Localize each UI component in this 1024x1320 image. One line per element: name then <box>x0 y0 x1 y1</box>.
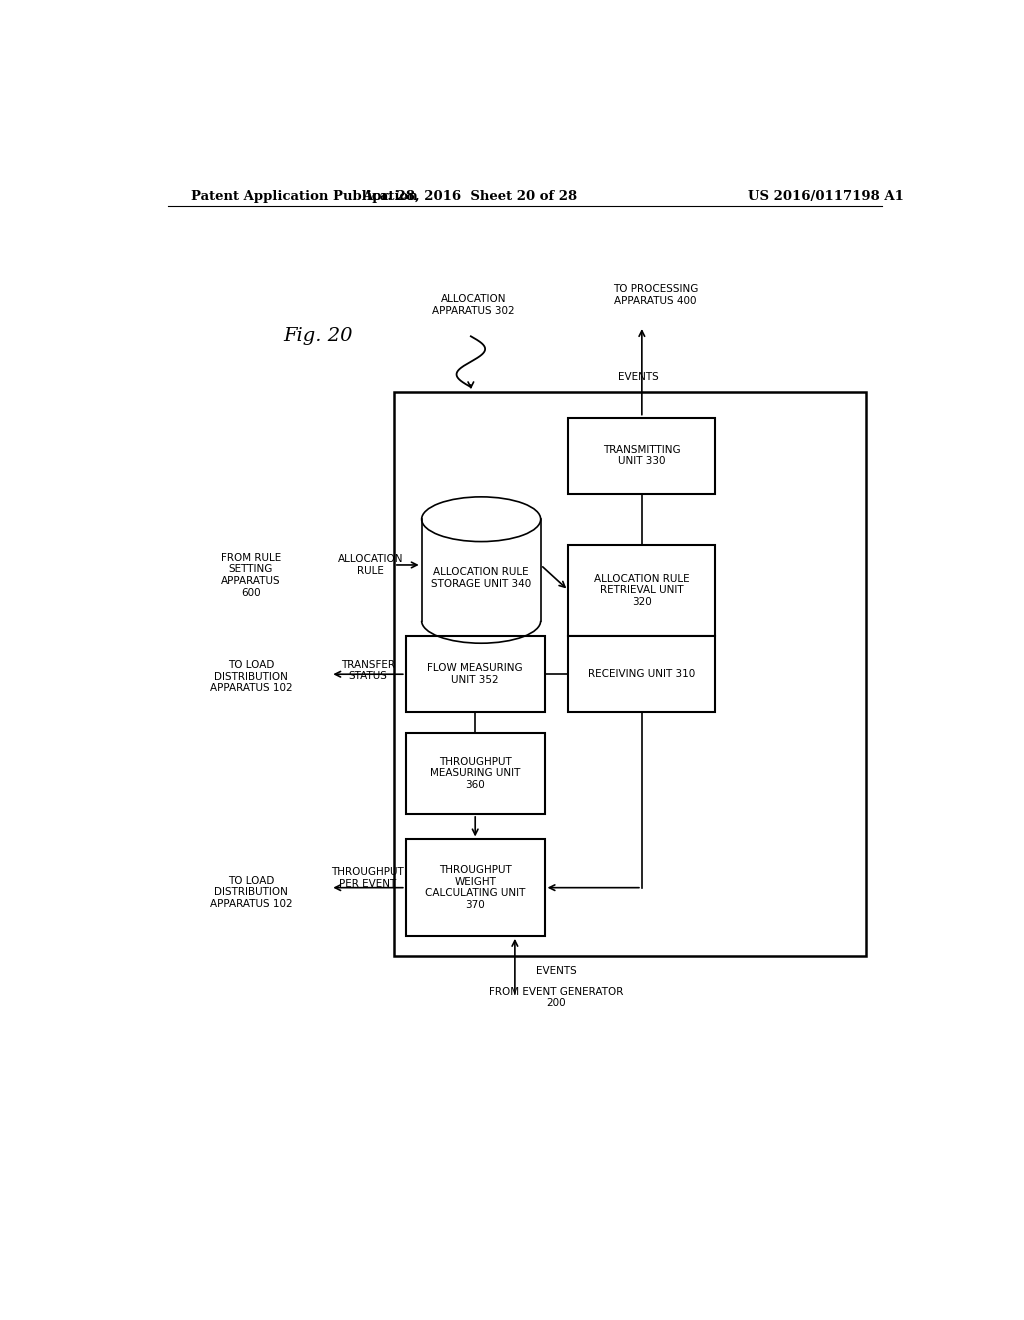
Text: FROM EVENT GENERATOR
200: FROM EVENT GENERATOR 200 <box>489 987 624 1008</box>
Bar <box>406 840 545 936</box>
Text: FLOW MEASURING
UNIT 352: FLOW MEASURING UNIT 352 <box>427 664 523 685</box>
Text: TO LOAD
DISTRIBUTION
APPARATUS 102: TO LOAD DISTRIBUTION APPARATUS 102 <box>210 660 292 693</box>
Bar <box>568 417 715 494</box>
Text: Fig. 20: Fig. 20 <box>284 327 353 346</box>
Bar <box>406 733 545 814</box>
Text: Apr. 28, 2016  Sheet 20 of 28: Apr. 28, 2016 Sheet 20 of 28 <box>361 190 577 202</box>
Text: TRANSFER
STATUS: TRANSFER STATUS <box>341 660 394 681</box>
Bar <box>568 545 715 636</box>
Text: EVENTS: EVENTS <box>617 372 658 381</box>
Text: RECEIVING UNIT 310: RECEIVING UNIT 310 <box>588 669 695 680</box>
Text: ALLOCATION RULE
STORAGE UNIT 340: ALLOCATION RULE STORAGE UNIT 340 <box>431 568 531 589</box>
Bar <box>406 636 545 713</box>
Text: US 2016/0117198 A1: US 2016/0117198 A1 <box>749 190 904 202</box>
Text: ALLOCATION RULE
RETRIEVAL UNIT
320: ALLOCATION RULE RETRIEVAL UNIT 320 <box>594 574 690 607</box>
Bar <box>394 392 866 956</box>
Text: EVENTS: EVENTS <box>537 966 577 977</box>
Text: ALLOCATION
RULE: ALLOCATION RULE <box>338 554 403 576</box>
Text: Patent Application Publication: Patent Application Publication <box>191 190 418 202</box>
Ellipse shape <box>422 496 541 541</box>
Text: TRANSMITTING
UNIT 330: TRANSMITTING UNIT 330 <box>603 445 681 466</box>
Text: ALLOCATION
APPARATUS 302: ALLOCATION APPARATUS 302 <box>432 294 514 315</box>
Text: THROUGHPUT
WEIGHT
CALCULATING UNIT
370: THROUGHPUT WEIGHT CALCULATING UNIT 370 <box>425 866 525 909</box>
Text: THROUGHPUT
PER EVENT: THROUGHPUT PER EVENT <box>332 867 404 888</box>
Text: TO PROCESSING
APPARATUS 400: TO PROCESSING APPARATUS 400 <box>613 284 698 306</box>
Bar <box>568 636 715 713</box>
Text: TO LOAD
DISTRIBUTION
APPARATUS 102: TO LOAD DISTRIBUTION APPARATUS 102 <box>210 875 292 909</box>
Text: THROUGHPUT
MEASURING UNIT
360: THROUGHPUT MEASURING UNIT 360 <box>430 756 520 789</box>
Text: FROM RULE
SETTING
APPARATUS
600: FROM RULE SETTING APPARATUS 600 <box>221 553 282 598</box>
